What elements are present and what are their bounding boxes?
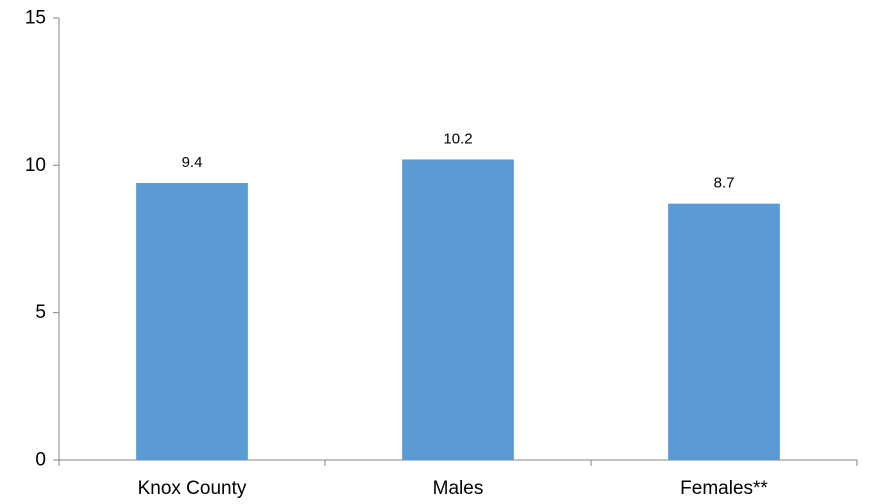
- y-tick-label: 5: [35, 302, 46, 323]
- x-category-label: Knox County: [138, 478, 247, 499]
- x-category-label: Females**: [680, 478, 768, 499]
- data-label: 9.4: [182, 154, 203, 171]
- y-tick-label: 15: [25, 8, 46, 29]
- data-label: 10.2: [443, 130, 472, 147]
- bar: [402, 159, 514, 460]
- bars: [136, 159, 780, 460]
- bar: [668, 203, 780, 460]
- x-category-label: Males: [433, 478, 484, 499]
- x-axis: Knox County Males Females**: [58, 459, 858, 499]
- y-axis: 0 5 10 15: [25, 8, 60, 471]
- y-tick-label: 0: [35, 450, 46, 471]
- data-label: 8.7: [714, 175, 735, 192]
- bar: [136, 183, 248, 460]
- y-tick-label: 10: [25, 155, 46, 176]
- data-labels: 9.4 10.2 8.7: [182, 130, 735, 191]
